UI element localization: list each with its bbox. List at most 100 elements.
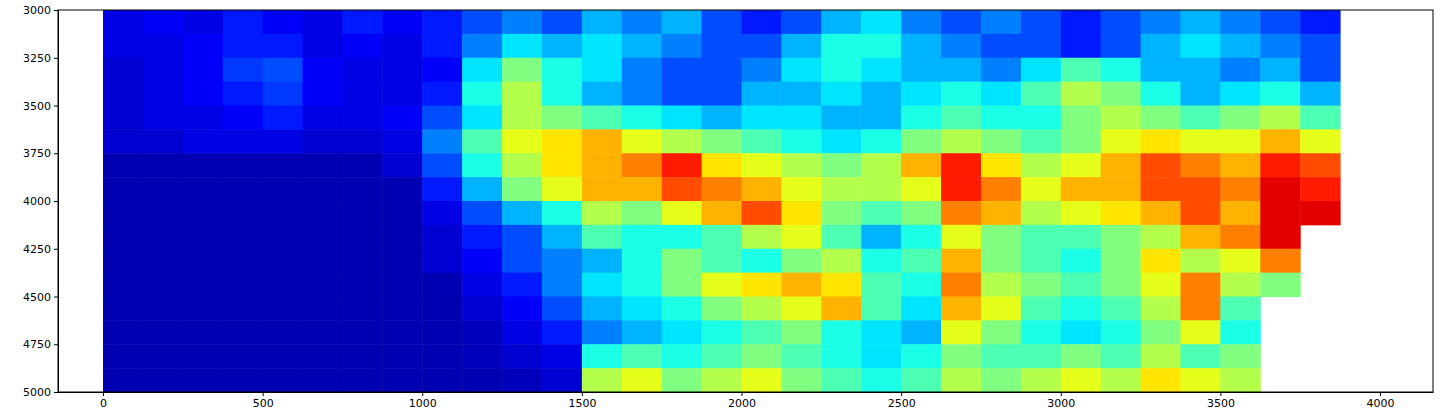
heat-cell <box>662 58 702 82</box>
heat-cell <box>382 225 422 249</box>
tick-label: 4250 <box>23 243 51 256</box>
heat-cell <box>901 344 941 368</box>
heat-cell <box>941 225 981 249</box>
heat-cell <box>502 297 542 321</box>
heat-cell <box>1180 225 1220 249</box>
tick-mark <box>54 249 58 250</box>
heat-cell <box>382 249 422 273</box>
heat-cell <box>1300 58 1340 82</box>
heat-cell <box>821 249 861 273</box>
heat-cell <box>422 82 462 106</box>
heat-cell <box>981 106 1021 130</box>
heat-cell <box>1300 82 1340 106</box>
heat-cell <box>303 368 343 392</box>
heat-cell <box>263 273 303 297</box>
heat-cell <box>542 177 582 201</box>
heat-cell <box>1260 10 1300 34</box>
heat-cell <box>342 249 382 273</box>
heat-cell <box>1180 297 1220 321</box>
heat-cell <box>183 368 223 392</box>
heat-cell <box>1141 297 1181 321</box>
heat-cell <box>702 82 742 106</box>
cells <box>103 10 1341 392</box>
heat-cell <box>861 153 901 177</box>
heat-cell <box>223 153 263 177</box>
heat-cell <box>901 58 941 82</box>
heat-cell <box>662 201 702 225</box>
heat-cell <box>1180 10 1220 34</box>
heat-cell <box>742 177 782 201</box>
heat-cell <box>303 129 343 153</box>
heat-cell <box>382 34 422 58</box>
heat-cell <box>941 82 981 106</box>
heat-cell <box>901 10 941 34</box>
heat-cell <box>781 129 821 153</box>
heat-cell <box>1141 273 1181 297</box>
heat-cell <box>1061 153 1101 177</box>
heat-cell <box>1141 344 1181 368</box>
heat-cell <box>1220 320 1260 344</box>
heat-cell <box>1180 344 1220 368</box>
heat-cell <box>1021 106 1061 130</box>
heat-cell <box>1021 273 1061 297</box>
heat-cell <box>861 106 901 130</box>
heat-cell <box>103 82 143 106</box>
heat-cell <box>941 320 981 344</box>
tick-label: 3500 <box>23 100 51 113</box>
heat-cell <box>183 273 223 297</box>
heat-cell <box>941 368 981 392</box>
heat-cell <box>303 320 343 344</box>
heat-cell <box>861 34 901 58</box>
heat-cell <box>462 10 502 34</box>
tick: 4500 <box>23 291 58 304</box>
tick-label: 5000 <box>23 386 51 399</box>
heat-cell <box>1061 249 1101 273</box>
heat-cell <box>781 320 821 344</box>
heat-cell <box>781 106 821 130</box>
heat-cell <box>1101 344 1141 368</box>
heat-cell <box>622 153 662 177</box>
heat-cell <box>462 320 502 344</box>
heat-cell <box>1260 129 1300 153</box>
heat-cell <box>901 153 941 177</box>
heat-cell <box>1220 273 1260 297</box>
heat-cell <box>861 320 901 344</box>
heat-cell <box>263 153 303 177</box>
heat-cell <box>103 58 143 82</box>
heat-cell <box>742 106 782 130</box>
tick: 4250 <box>23 243 58 256</box>
heat-cell <box>861 249 901 273</box>
heat-cell <box>1061 58 1101 82</box>
heat-cell <box>223 297 263 321</box>
heat-cell <box>702 201 742 225</box>
heat-cell <box>1021 82 1061 106</box>
heat-cell <box>981 10 1021 34</box>
heat-cell <box>103 320 143 344</box>
heat-cell <box>1061 106 1101 130</box>
heat-cell <box>1021 344 1061 368</box>
tick-mark <box>263 392 264 396</box>
tick-label: 2000 <box>728 397 756 410</box>
heat-cell <box>143 368 183 392</box>
heat-cell <box>662 153 702 177</box>
heat-cell <box>861 129 901 153</box>
heat-cell <box>263 34 303 58</box>
heat-cell <box>1180 273 1220 297</box>
heat-cell <box>901 297 941 321</box>
heat-cell <box>542 129 582 153</box>
heat-cell <box>1061 297 1101 321</box>
heat-cell <box>223 58 263 82</box>
heat-cell <box>422 177 462 201</box>
tick-mark <box>1061 392 1062 396</box>
heat-cell <box>223 82 263 106</box>
heat-cell <box>781 82 821 106</box>
heat-cell <box>303 273 343 297</box>
heat-cell <box>742 82 782 106</box>
heat-cell <box>981 344 1021 368</box>
heat-cell <box>702 297 742 321</box>
heat-cell <box>742 249 782 273</box>
heat-cell <box>462 129 502 153</box>
tick-label: 3500 <box>1207 397 1235 410</box>
heat-cell <box>582 82 622 106</box>
heat-cell <box>422 344 462 368</box>
